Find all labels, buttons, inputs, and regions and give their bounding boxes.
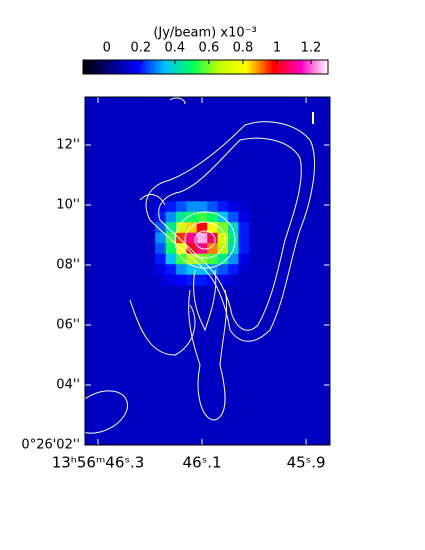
pixel bbox=[228, 222, 239, 234]
y-tick-label: 12'' bbox=[56, 138, 80, 153]
pixel bbox=[165, 253, 177, 265]
contour bbox=[158, 137, 302, 331]
contour bbox=[194, 230, 216, 250]
pixel bbox=[238, 211, 250, 223]
pixel bbox=[228, 211, 239, 223]
pixel bbox=[155, 274, 167, 286]
pixel bbox=[238, 201, 250, 213]
pixel bbox=[176, 201, 187, 213]
contour bbox=[129, 194, 196, 356]
y-tick-label: 10'' bbox=[56, 198, 80, 213]
pixel bbox=[165, 274, 177, 286]
colorbar bbox=[82, 59, 329, 75]
pixel bbox=[196, 201, 208, 213]
contour bbox=[169, 97, 186, 105]
colorbar-tick-label: 0 bbox=[103, 41, 111, 56]
pixel bbox=[196, 253, 208, 265]
pixel bbox=[176, 222, 187, 234]
contours bbox=[72, 97, 316, 434]
pixel bbox=[155, 222, 167, 234]
pixel bbox=[155, 264, 167, 276]
pixel bbox=[165, 201, 177, 213]
pixel bbox=[196, 232, 208, 244]
y-tick-label: 0°26'02'' bbox=[21, 438, 80, 453]
pixel bbox=[217, 274, 229, 286]
x-tick-label: 13ʰ56ᵐ46ˢ.3 bbox=[52, 454, 145, 472]
colorbar-tick-label: 0.4 bbox=[165, 41, 186, 56]
pixel bbox=[238, 264, 250, 276]
colorbar-tick-label: 1.2 bbox=[301, 41, 322, 56]
pixel bbox=[176, 253, 187, 265]
beam bbox=[72, 390, 128, 434]
pixel bbox=[207, 232, 219, 244]
pixel bbox=[186, 264, 198, 276]
pixel bbox=[186, 201, 198, 213]
pixel bbox=[186, 211, 198, 223]
pixel bbox=[228, 274, 239, 286]
pixel bbox=[155, 211, 167, 223]
pixel bbox=[165, 232, 177, 244]
y-tick-label: 06'' bbox=[56, 318, 80, 333]
pixel bbox=[186, 253, 198, 265]
pixel bbox=[155, 232, 167, 244]
contour bbox=[145, 121, 316, 342]
pixel bbox=[155, 253, 167, 265]
pixel bbox=[238, 222, 250, 234]
contour bbox=[174, 211, 236, 269]
pixel bbox=[217, 222, 229, 234]
pixel bbox=[186, 243, 198, 255]
pixel bbox=[207, 201, 219, 213]
pixel bbox=[207, 222, 219, 234]
pixel bbox=[176, 211, 187, 223]
pixel bbox=[176, 232, 187, 244]
pixel bbox=[238, 253, 250, 265]
colorbar-label: (Jy/beam) x10⁻³ bbox=[153, 26, 256, 41]
contour bbox=[188, 289, 228, 421]
pixel bbox=[196, 211, 208, 223]
x-tick-label: 45ˢ.9 bbox=[287, 454, 326, 472]
y-tick-label: 08'' bbox=[56, 258, 80, 273]
pixel bbox=[238, 274, 250, 286]
pixel bbox=[196, 274, 208, 286]
pixel bbox=[155, 243, 167, 255]
pixel bbox=[217, 253, 229, 265]
pixel bbox=[186, 232, 198, 244]
pixel bbox=[207, 253, 219, 265]
contour bbox=[193, 269, 217, 332]
pixel bbox=[186, 274, 198, 286]
pixel bbox=[207, 211, 219, 223]
pixel bbox=[228, 264, 239, 276]
pixel bbox=[186, 222, 198, 234]
pixel bbox=[228, 253, 239, 265]
pixel bbox=[155, 201, 167, 213]
contour bbox=[184, 221, 226, 259]
pixel bbox=[217, 264, 229, 276]
frame bbox=[84, 96, 331, 446]
pixel bbox=[176, 274, 187, 286]
pixel bbox=[217, 201, 229, 213]
pixel bbox=[196, 222, 208, 234]
colorbar-tick-label: 0.6 bbox=[199, 41, 220, 56]
y-tick-label: 04'' bbox=[56, 378, 80, 393]
pixel bbox=[217, 232, 229, 244]
colorbar-tick-label: 0.8 bbox=[233, 41, 254, 56]
pixel bbox=[176, 264, 187, 276]
pixel bbox=[207, 264, 219, 276]
pixel bbox=[238, 243, 250, 255]
pixel bbox=[165, 211, 177, 223]
colorbar-tick-label: 1 bbox=[273, 41, 281, 56]
pixel bbox=[165, 222, 177, 234]
pixel bbox=[207, 243, 219, 255]
pixel bbox=[228, 232, 239, 244]
x-tick-label: 46ˢ.1 bbox=[183, 454, 222, 472]
pixel bbox=[165, 264, 177, 276]
pixel bbox=[228, 201, 239, 213]
pixel bbox=[238, 232, 250, 244]
colorbar-tick-label: 0.2 bbox=[131, 41, 152, 56]
pixel bbox=[196, 264, 208, 276]
pixel bbox=[165, 243, 177, 255]
